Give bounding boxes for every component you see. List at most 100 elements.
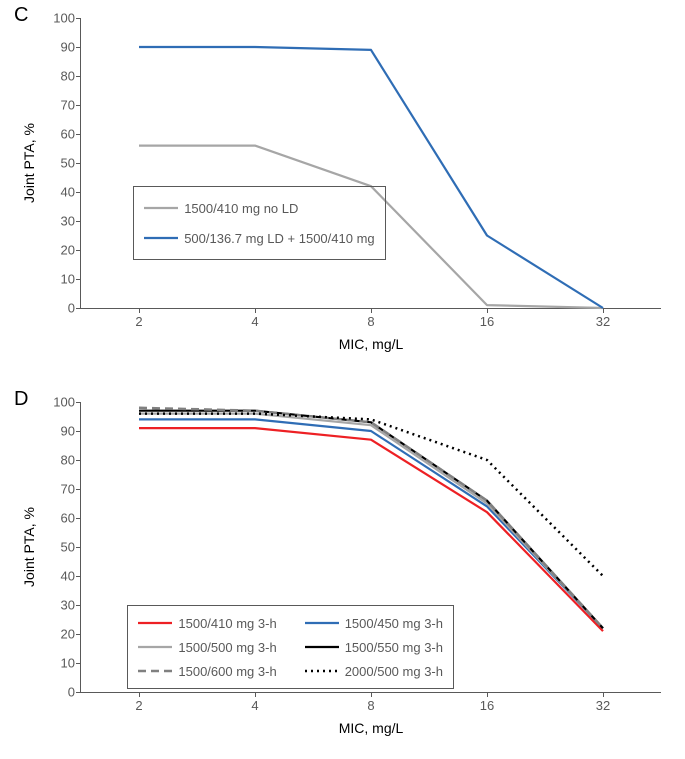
legend-swatch [144,197,178,219]
panel-c-label: C [14,4,28,27]
y-tick [76,163,81,164]
legend-item: 1500/450 mg 3-h [305,612,443,634]
y-tick [76,692,81,693]
page: C Joint PTA, % MIC, mg/L 1500/410 mg no … [0,0,685,759]
legend-swatch [305,612,339,634]
y-tick [76,308,81,309]
x-tick [139,692,140,697]
series-line [139,419,603,628]
y-tick-label: 30 [61,214,75,229]
series-line [139,411,603,629]
legend-item: 1500/600 mg 3-h [138,660,276,682]
y-tick [76,134,81,135]
legend-label: 1500/410 mg 3-h [178,616,276,631]
panel-d-label: D [14,388,28,411]
legend-item: 1500/500 mg 3-h [138,636,276,658]
y-tick [76,18,81,19]
y-tick [76,663,81,664]
y-tick-label: 20 [61,243,75,258]
legend-label: 1500/410 mg no LD [184,201,298,216]
y-tick-label: 90 [61,424,75,439]
y-tick-label: 50 [61,540,75,555]
legend-item: 1500/550 mg 3-h [305,636,443,658]
series-line [139,47,603,308]
x-tick-label: 2 [135,314,142,329]
y-tick [76,47,81,48]
y-tick [76,605,81,606]
y-tick [76,576,81,577]
y-tick-label: 20 [61,627,75,642]
y-tick [76,192,81,193]
panel-c: C Joint PTA, % MIC, mg/L 1500/410 mg no … [0,0,685,360]
series-line [139,414,603,629]
x-tick-label: 4 [251,314,258,329]
legend-label: 1500/500 mg 3-h [178,640,276,655]
panel-c-y-axis-title: Joint PTA, % [21,123,37,203]
y-tick-label: 100 [53,11,75,26]
y-tick-label: 100 [53,395,75,410]
x-tick [487,692,488,697]
y-tick [76,431,81,432]
series-line [139,428,603,631]
y-tick [76,460,81,461]
legend-label: 1500/600 mg 3-h [178,664,276,679]
panel-d-y-axis-title: Joint PTA, % [21,507,37,587]
y-tick-label: 10 [61,272,75,287]
y-tick-label: 0 [68,301,75,316]
x-tick [371,308,372,313]
x-tick [603,692,604,697]
legend-label: 1500/550 mg 3-h [345,640,443,655]
panel-c-legend: 1500/410 mg no LD 500/136.7 mg LD + 1500/… [133,186,385,260]
x-tick [487,308,488,313]
x-tick [371,692,372,697]
y-tick [76,76,81,77]
y-tick-label: 40 [61,185,75,200]
panel-d-x-axis-title: MIC, mg/L [339,720,404,736]
y-tick [76,547,81,548]
y-tick [76,634,81,635]
panel-c-plot: Joint PTA, % MIC, mg/L 1500/410 mg no LD… [80,18,661,309]
x-tick [603,308,604,313]
legend-item: 1500/410 mg 3-h [138,612,276,634]
panel-d: D Joint PTA, % MIC, mg/L 1500/410 mg 3-h… [0,388,685,753]
legend-label: 1500/450 mg 3-h [345,616,443,631]
y-tick-label: 60 [61,127,75,142]
x-tick-label: 32 [596,698,610,713]
x-tick [255,308,256,313]
y-tick-label: 50 [61,156,75,171]
legend-label: 2000/500 mg 3-h [345,664,443,679]
y-tick [76,105,81,106]
y-tick [76,489,81,490]
x-tick-label: 4 [251,698,258,713]
y-tick [76,402,81,403]
y-tick-label: 10 [61,656,75,671]
legend-item: 1500/410 mg no LD [144,193,374,223]
y-tick-label: 0 [68,685,75,700]
panel-c-x-axis-title: MIC, mg/L [339,336,404,352]
y-tick-label: 90 [61,40,75,55]
y-tick [76,279,81,280]
legend-swatch [305,660,339,682]
x-tick [255,692,256,697]
legend-swatch [138,660,172,682]
legend-swatch [138,612,172,634]
y-tick [76,221,81,222]
legend-item: 2000/500 mg 3-h [305,660,443,682]
x-tick-label: 16 [480,698,494,713]
x-tick-label: 8 [367,698,374,713]
legend-grid: 1500/410 mg 3-h 1500/450 mg 3-h 1500/500 m… [138,612,443,682]
legend-label: 500/136.7 mg LD + 1500/410 mg [184,231,374,246]
y-tick [76,518,81,519]
x-tick-label: 2 [135,698,142,713]
panel-d-legend: 1500/410 mg 3-h 1500/450 mg 3-h 1500/500 m… [127,605,454,689]
panel-d-plot: Joint PTA, % MIC, mg/L 1500/410 mg 3-h15… [80,402,661,693]
y-tick-label: 80 [61,453,75,468]
legend-swatch [138,636,172,658]
x-tick-label: 16 [480,314,494,329]
x-tick [139,308,140,313]
legend-item: 500/136.7 mg LD + 1500/410 mg [144,223,374,253]
legend-swatch [305,636,339,658]
y-tick [76,250,81,251]
legend-swatch [144,227,178,249]
y-tick-label: 70 [61,482,75,497]
